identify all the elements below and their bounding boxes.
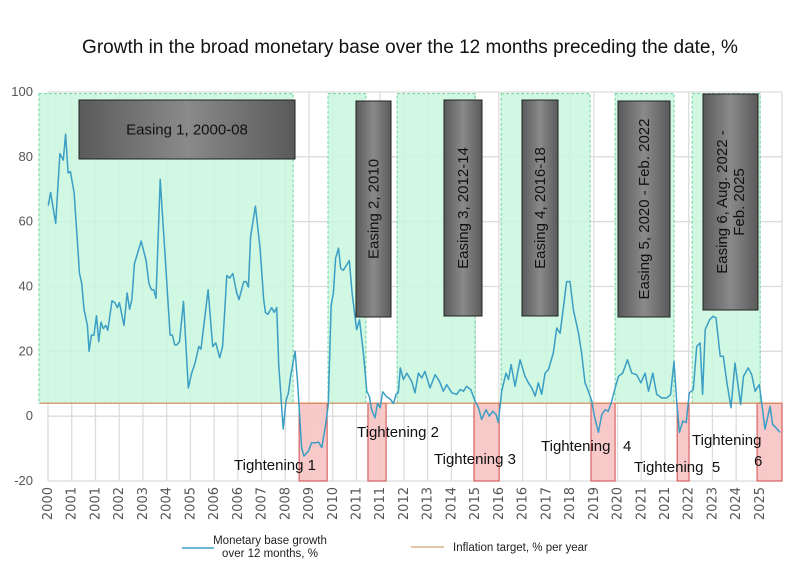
x-tick-label: 2024 [729, 487, 744, 520]
x-tick-label: 2003 [136, 487, 151, 520]
easing-labels: Easing 1, 2000-08 Easing 2, 2010 Easing 3,… [78, 93, 759, 318]
easing-label-box [617, 100, 671, 318]
x-tick-label: 2004 [160, 487, 175, 520]
easing-label-box [78, 99, 296, 160]
monetary-base-growth-line [47, 133, 781, 457]
x-tick-label: 2007 [255, 487, 270, 520]
x-tick-label: 2009 [302, 487, 317, 520]
x-tick-label: 2012 [397, 487, 412, 520]
tightening-label: Tightening 4 [541, 438, 631, 455]
legend-label: over 12 months, % [222, 548, 318, 560]
x-tick-label: 2019 [587, 487, 602, 520]
x-tick-label: 2021 [658, 487, 673, 520]
easing-label-box [443, 99, 483, 317]
x-tick-label: 2013 [421, 487, 436, 520]
x-tick-label: 2001 [88, 487, 103, 520]
easing-label: Feb. 2025 [731, 168, 748, 236]
easing-label: Easing 5, 2020 - Feb. 2022 [636, 119, 653, 300]
x-tick-label: 2010 [326, 487, 341, 520]
y-tick-label: 40 [19, 279, 33, 294]
y-tick-label: 0 [26, 408, 33, 423]
x-tick-label: 2021 [634, 487, 649, 520]
y-tick-label: 80 [19, 149, 33, 164]
easing-label-box [702, 93, 759, 311]
tightening-label: Tightening 5 [634, 459, 720, 476]
tightening-region [473, 402, 500, 482]
y-tick-label: 20 [19, 343, 33, 358]
tightening-label: Tightening 2 [357, 424, 439, 441]
y-tick-label: 60 [19, 214, 33, 229]
easing-label-box [355, 100, 392, 318]
easing-label: Easing 2, 2010 [366, 159, 383, 259]
tightening-region [367, 402, 387, 482]
y-tick-label: -20 [14, 473, 33, 488]
tightening-label: Tightening 1 [234, 457, 316, 474]
legend-label: Monetary base growth [213, 535, 327, 547]
tightening-label: 6 [754, 453, 762, 470]
x-tick-label: 2000 [41, 487, 56, 520]
tightening-label: Tightening [692, 432, 762, 449]
x-tick-label: 2008 [278, 487, 293, 520]
series-lines [40, 133, 782, 457]
x-tick-label: 2001 [65, 487, 80, 520]
x-tick-label: 2006 [207, 487, 222, 520]
x-tick-label: 2025 [753, 487, 768, 520]
x-tick-label: 2011 [373, 487, 388, 520]
easing-label: Easing 4, 2016-18 [532, 147, 549, 269]
x-tick-label: 2022 [682, 487, 697, 520]
easing-label: Easing 1, 2000-08 [126, 122, 248, 139]
axes: 100 80 60 40 20 0 -20 2000 2001 2001 2002 2003 2004 2… [11, 84, 768, 520]
easing-label: Easing 3, 2012-14 [455, 147, 472, 269]
y-tick-label: 100 [11, 84, 33, 99]
easing-label: Easing 6, Aug. 2022 - [714, 130, 731, 273]
x-tick-label: 2005 [183, 487, 198, 520]
x-tick-label: 2014 [444, 487, 459, 520]
x-tick-label: 2016 [516, 487, 531, 520]
x-tick-label: 2020 [611, 487, 626, 520]
chart-title: Growth in the broad monetary base over t… [82, 37, 738, 58]
x-tick-label: 2015 [468, 487, 483, 520]
x-tick-label: 2011 [349, 487, 364, 520]
x-tick-label: 2016 [492, 487, 507, 520]
x-tick-label: 2018 [563, 487, 578, 520]
x-tick-label: 2017 [539, 487, 554, 520]
x-tick-label: 2002 [112, 487, 127, 520]
x-tick-label: 2006 [231, 487, 246, 520]
easing-label-box [521, 99, 559, 317]
legend-label: Inflation target, % per year [453, 542, 588, 554]
tightening-labels: Tightening 1 Tightening 2 Tightening 3 Tigh… [234, 424, 762, 476]
x-tick-label: 2023 [705, 487, 720, 520]
tightening-label: Tightening 3 [434, 451, 516, 468]
